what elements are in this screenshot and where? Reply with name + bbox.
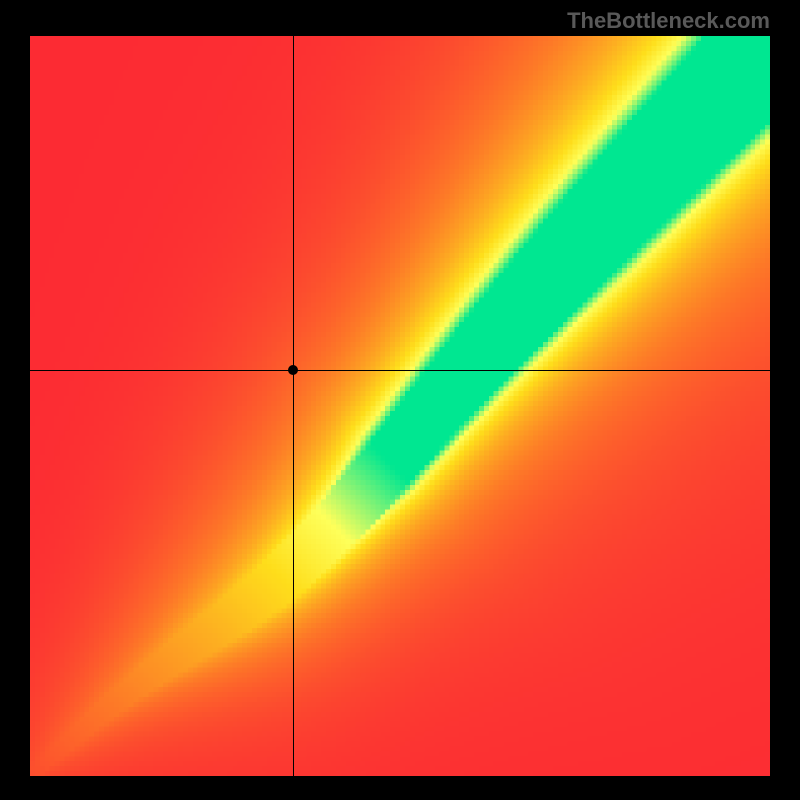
heatmap-canvas <box>30 36 770 776</box>
crosshair-horizontal <box>30 370 770 371</box>
heatmap-plot <box>30 36 770 776</box>
crosshair-vertical <box>293 36 294 776</box>
watermark-text: TheBottleneck.com <box>567 8 770 34</box>
crosshair-marker <box>288 365 298 375</box>
